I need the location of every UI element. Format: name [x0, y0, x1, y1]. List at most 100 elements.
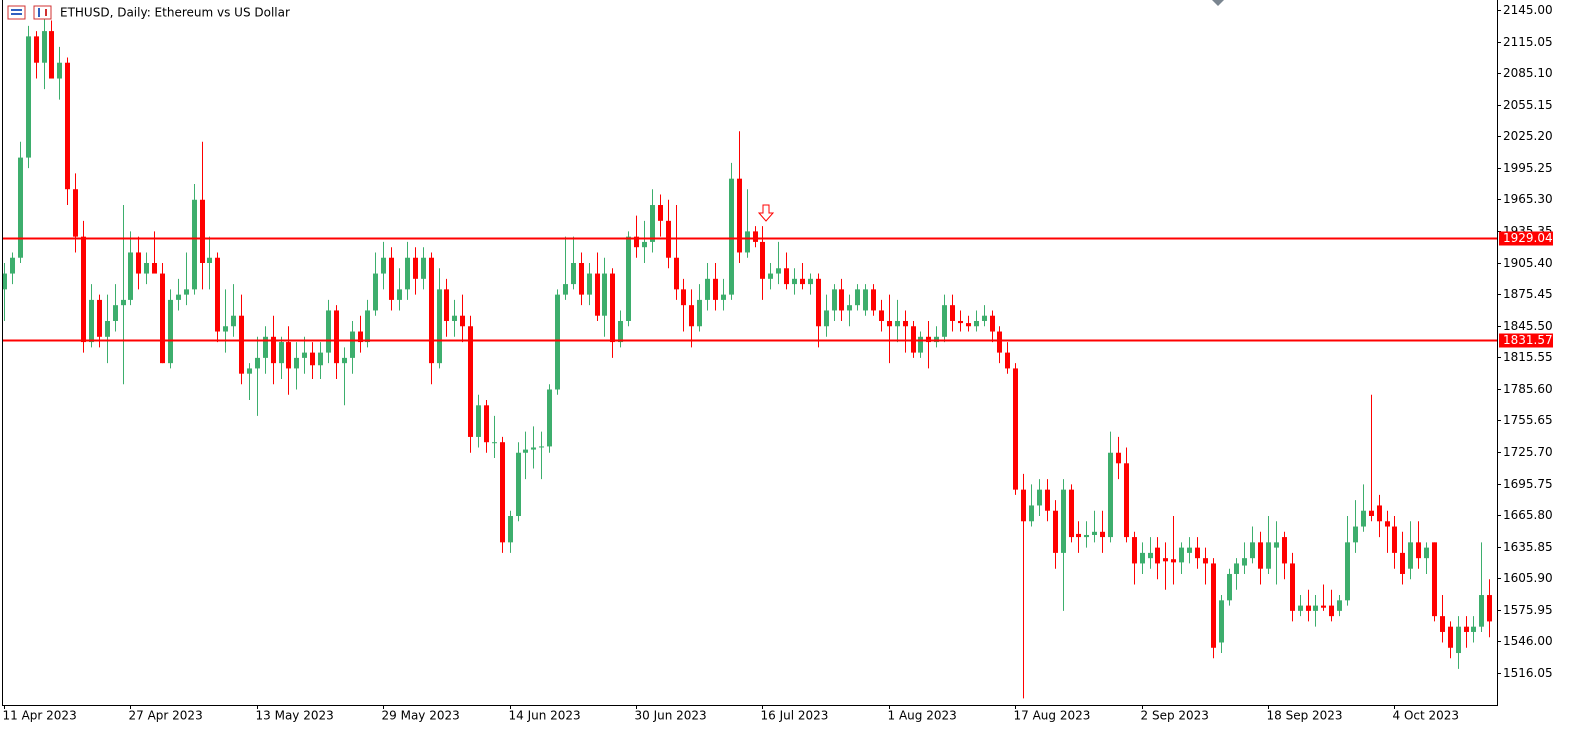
- candle-body: [373, 273, 378, 311]
- candle-body: [207, 257, 212, 264]
- candle-body: [1337, 600, 1342, 611]
- candle-body: [816, 278, 821, 327]
- y-tick-label: 1845.50: [1503, 319, 1553, 333]
- level-price-label: 1831.57: [1503, 333, 1553, 347]
- candle-body: [2, 273, 7, 290]
- candle-body: [1029, 505, 1034, 522]
- candle-body: [1187, 547, 1192, 553]
- candle-body: [587, 273, 592, 295]
- candle-body: [610, 273, 615, 343]
- candle-body: [855, 289, 860, 306]
- candle-body: [595, 273, 600, 316]
- candle-body: [918, 336, 923, 353]
- candle-body: [1408, 542, 1413, 569]
- candle-body: [911, 326, 916, 353]
- candle-body: [642, 241, 647, 248]
- candle-body: [1005, 352, 1010, 369]
- candle-body: [49, 31, 54, 79]
- candle-body: [294, 357, 299, 369]
- candle-body: [887, 320, 892, 327]
- candle-body: [1069, 489, 1074, 538]
- candle-body: [531, 447, 536, 450]
- candle-body: [563, 284, 568, 295]
- y-tick-label: 2025.20: [1503, 129, 1553, 143]
- candle-body: [342, 357, 347, 364]
- candle-body: [745, 231, 750, 253]
- candle-body: [958, 320, 963, 324]
- candle-body: [1440, 616, 1445, 632]
- candle-body: [1013, 368, 1018, 490]
- candle-body: [523, 449, 528, 453]
- candle-body: [1306, 605, 1311, 611]
- candle-body: [97, 299, 102, 337]
- candle-body: [966, 323, 971, 327]
- candle-body: [579, 263, 584, 295]
- candle-body: [255, 357, 260, 369]
- candle-body: [1416, 542, 1421, 559]
- candle-body: [824, 310, 829, 327]
- candle-body: [1171, 559, 1176, 563]
- candle-body: [121, 299, 126, 306]
- candle-body: [389, 257, 394, 300]
- candle-body: [160, 273, 165, 364]
- y-tick-label: 1546.00: [1503, 634, 1553, 648]
- candle-body: [1329, 605, 1334, 617]
- y-tick-label: 1815.55: [1503, 350, 1553, 364]
- candle-body: [1392, 526, 1397, 553]
- candle-body: [832, 289, 837, 311]
- icon: [33, 5, 52, 20]
- candle-body: [1456, 626, 1461, 654]
- x-tick-label: 13 May 2023: [256, 709, 334, 723]
- candle-body: [223, 326, 228, 332]
- y-tick-label: 1516.05: [1503, 666, 1553, 680]
- candle-body: [776, 268, 781, 274]
- candle-body: [768, 273, 773, 279]
- candle-body: [113, 305, 118, 321]
- candle-body: [1211, 563, 1216, 648]
- candle-body: [1471, 626, 1476, 632]
- scroll-marker: [1212, 0, 1224, 6]
- candle-body: [1155, 547, 1160, 564]
- candle-body: [1377, 505, 1382, 522]
- candle-body: [847, 305, 852, 311]
- candle-body: [247, 368, 252, 374]
- x-tick-label: 1 Aug 2023: [888, 709, 957, 723]
- candle-body: [286, 342, 291, 369]
- candle-body: [926, 336, 931, 343]
- candle-body: [1464, 626, 1469, 632]
- candle-body: [863, 289, 868, 311]
- candle-body: [1353, 526, 1358, 543]
- y-tick-label: 1575.95: [1503, 603, 1553, 617]
- candle-body: [326, 310, 331, 353]
- candle-body: [105, 320, 110, 337]
- candle-body: [34, 36, 39, 63]
- y-tick-label: 2085.10: [1503, 66, 1553, 80]
- candle-body: [452, 315, 457, 321]
- x-tick-label: 2 Sep 2023: [1141, 709, 1209, 723]
- candle-body: [405, 257, 410, 290]
- candle-body: [705, 278, 710, 300]
- y-tick-label: 1875.45: [1503, 287, 1553, 301]
- candle-body: [997, 331, 1002, 353]
- y-tick-label: 1785.60: [1503, 382, 1553, 396]
- candle-body: [1163, 558, 1168, 562]
- candle-body: [1369, 510, 1374, 516]
- candle-body: [681, 289, 686, 306]
- candle-body: [397, 289, 402, 300]
- candle-body: [365, 310, 370, 343]
- candle-body: [358, 331, 363, 343]
- candle-body: [1195, 547, 1200, 559]
- candle-body: [990, 315, 995, 332]
- candle-body: [468, 326, 473, 437]
- candle-body: [1361, 510, 1366, 527]
- candle-body: [1479, 595, 1484, 627]
- candle-body: [73, 189, 78, 237]
- candle-body: [1424, 547, 1429, 559]
- candle-body: [1061, 489, 1066, 553]
- y-tick-label: 1995.25: [1503, 161, 1553, 175]
- candle-body: [729, 178, 734, 295]
- candle-body: [1432, 542, 1437, 617]
- candle-body: [192, 199, 197, 290]
- candle-body: [421, 257, 426, 279]
- candle-body: [1219, 600, 1224, 643]
